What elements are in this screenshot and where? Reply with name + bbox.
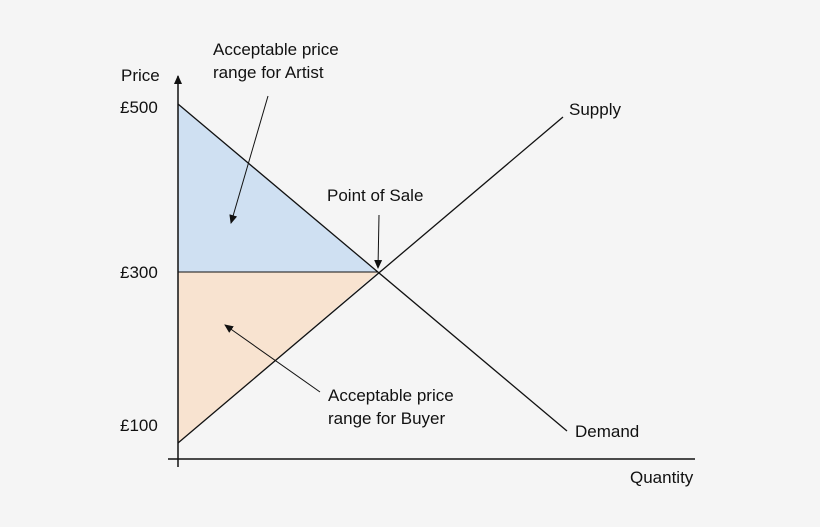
- supply-label: Supply: [569, 100, 621, 119]
- y-tick-500: £500: [120, 98, 158, 117]
- buyer-range-label-line2: range for Buyer: [328, 409, 446, 428]
- artist-range-label-line1: Acceptable price: [213, 40, 339, 59]
- buyer-range-label-line1: Acceptable price: [328, 386, 454, 405]
- artist-range-label-line2: range for Artist: [213, 63, 324, 82]
- point-of-sale-arrow: [374, 214, 383, 269]
- point-of-sale-label: Point of Sale: [327, 186, 423, 205]
- supply-line: [177, 116, 564, 444]
- demand-label: Demand: [575, 422, 639, 441]
- y-tick-300: £300: [120, 263, 158, 282]
- y-axis-label: Price: [121, 66, 160, 85]
- x-axis-label: Quantity: [630, 468, 694, 487]
- artist-annotation-arrow: [229, 95, 269, 224]
- buyer-annotation-arrow: [224, 324, 321, 393]
- y-tick-100: £100: [120, 416, 158, 435]
- demand-line: [177, 103, 568, 432]
